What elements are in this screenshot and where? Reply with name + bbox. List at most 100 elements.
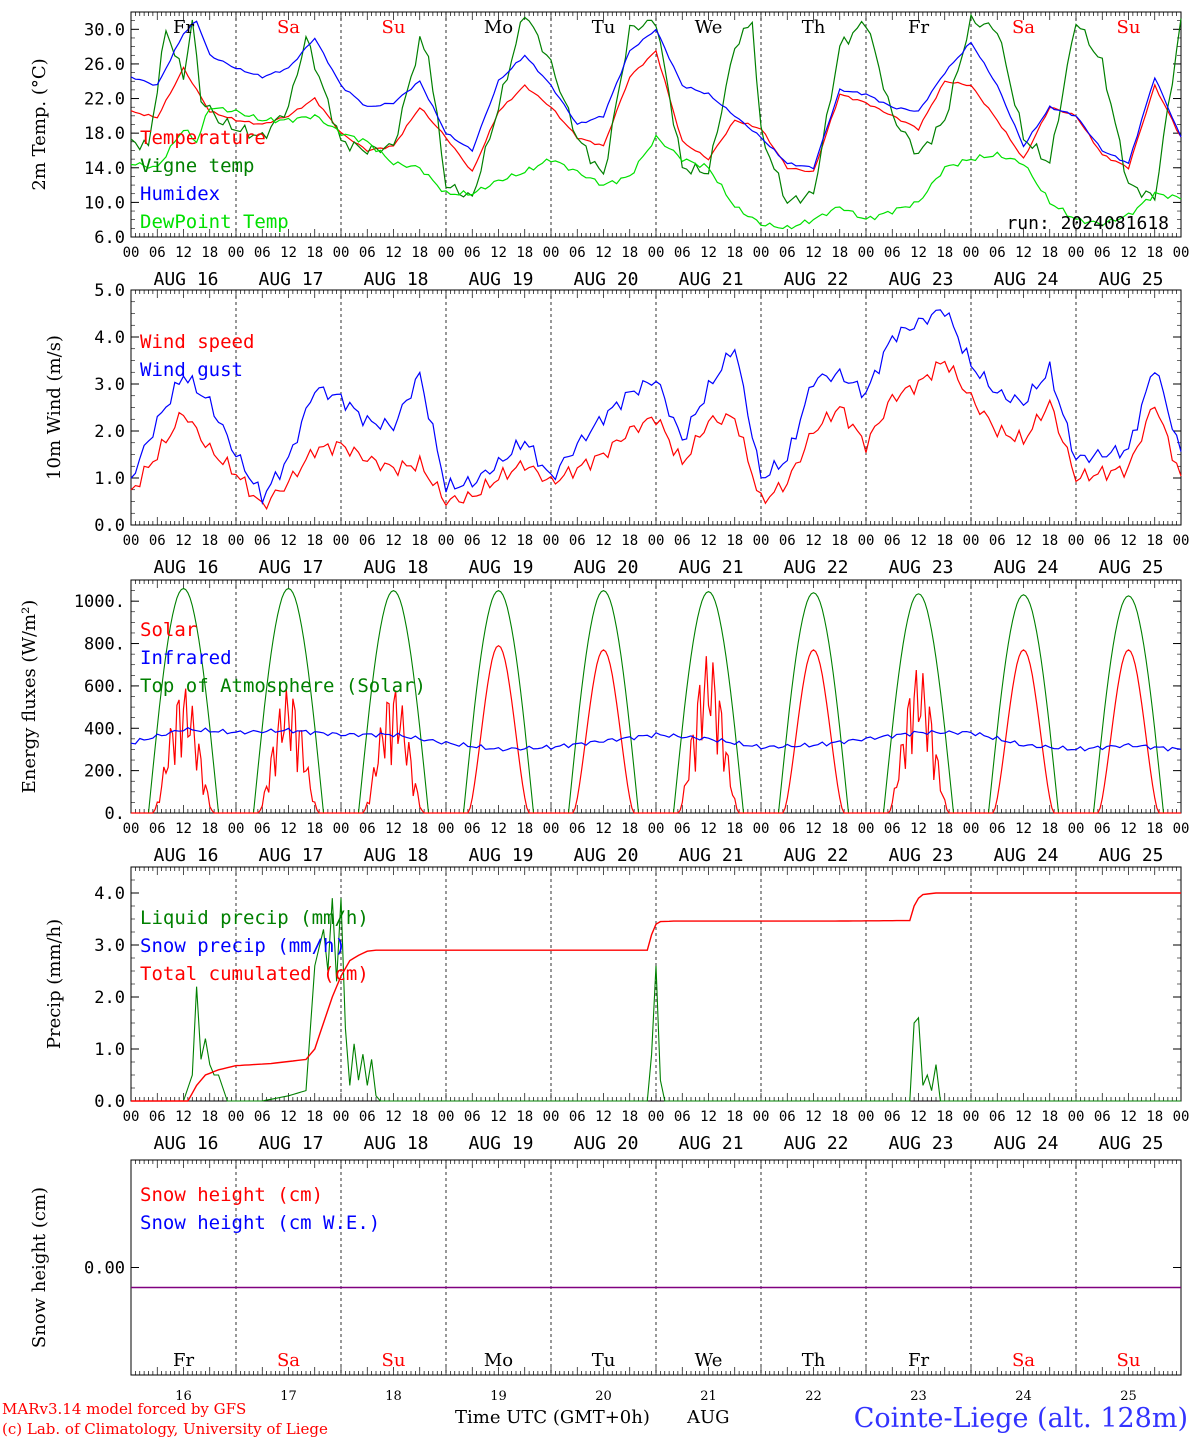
hour-tick-label: 18 [936, 1109, 953, 1125]
panel-1: 6.0 10.0 14.0 18.0 22.0 26.0 30.0 2m Temp. (°C)… [29, 11, 1189, 290]
hour-tick-label: 18 [621, 821, 638, 837]
weekday-top-label: Su [1117, 17, 1141, 38]
hour-tick-label: 18 [201, 533, 218, 549]
day-label: AUG 24 [994, 1133, 1059, 1154]
hour-tick-label: 18 [726, 1109, 743, 1125]
run-label: run: 2024081618 [1006, 213, 1169, 234]
day-label: AUG 17 [259, 269, 324, 290]
weekday-bottom-label: Fr [173, 1350, 194, 1371]
hour-tick-label: 18 [936, 821, 953, 837]
day-label: AUG 18 [364, 845, 429, 866]
day-label: AUG 19 [469, 1133, 534, 1154]
hour-tick-label: 12 [490, 1109, 507, 1125]
series-dewpoint-temp [130, 106, 1182, 230]
hour-tick-label: 00 [438, 821, 455, 837]
panel-2: 0.0 1.0 2.0 3.0 4.0 5.0 10m Wind (m/s) 00 06 12 18… [44, 281, 1189, 578]
legend-entry: Wind speed [140, 331, 254, 353]
y-axis-label: 2m Temp. (°C) [29, 58, 50, 190]
y-tick-label: 1000. [74, 592, 125, 612]
hour-tick-label: 06 [884, 533, 901, 549]
hour-tick-label: 06 [674, 245, 691, 261]
hour-tick-label: 18 [621, 245, 638, 261]
hour-tick-label: 12 [700, 821, 717, 837]
hour-tick-label: 00 [963, 1109, 980, 1125]
day-label: AUG 24 [994, 557, 1059, 578]
hour-tick-label: 18 [1146, 1109, 1163, 1125]
hour-tick-label: 06 [464, 821, 481, 837]
hour-tick-label: 06 [254, 245, 271, 261]
hour-tick-label: 00 [543, 821, 560, 837]
hour-tick-label: 18 [1146, 821, 1163, 837]
weekday-bottom-label: Sa [1012, 1350, 1035, 1371]
weekday-top-label: Su [382, 17, 406, 38]
series-total-cumulated [131, 892, 1181, 1102]
hour-tick-label: 00 [333, 245, 350, 261]
weekday-top-label: Tu [592, 17, 616, 38]
hour-tick-label: 12 [490, 533, 507, 549]
hour-tick-label: 06 [779, 245, 796, 261]
hour-tick-label: 06 [464, 533, 481, 549]
day-label: AUG 19 [469, 845, 534, 866]
hour-tick-label: 06 [779, 821, 796, 837]
legend-entry: Vigne temp [140, 155, 254, 177]
hour-tick-label: 18 [726, 821, 743, 837]
hour-tick-label: 06 [149, 1109, 166, 1125]
day-label: AUG 20 [574, 1133, 639, 1154]
y-tick-label: 4.0 [94, 884, 125, 904]
hour-tick-label: 06 [359, 533, 376, 549]
hour-tick-label: 00 [753, 533, 770, 549]
weekday-top-label: Fr [908, 17, 929, 38]
weekday-top-label: Fr [173, 17, 194, 38]
hour-tick-label: 18 [306, 821, 323, 837]
series-liquid-precip [131, 898, 1181, 1102]
hour-tick-label: 00 [123, 245, 140, 261]
hour-tick-label: 12 [700, 1109, 717, 1125]
hour-tick-label: 06 [674, 533, 691, 549]
day-number-label: 17 [280, 1389, 297, 1404]
hour-tick-label: 18 [1041, 821, 1058, 837]
hour-tick-label: 18 [516, 821, 533, 837]
day-label: AUG 22 [784, 1133, 849, 1154]
hour-tick-label: 06 [1094, 1109, 1111, 1125]
weekday-bottom-label: Th [802, 1350, 826, 1371]
day-label: AUG 19 [469, 269, 534, 290]
hour-tick-label: 00 [438, 245, 455, 261]
day-label: AUG 23 [889, 269, 954, 290]
hour-tick-label: 00 [963, 821, 980, 837]
hour-tick-label: 06 [779, 533, 796, 549]
hour-tick-label: 12 [910, 533, 927, 549]
y-tick-label: 4.0 [94, 328, 125, 348]
y-tick-label: 26.0 [84, 55, 125, 75]
hour-tick-label: 06 [989, 821, 1006, 837]
series-temperature [130, 49, 1182, 173]
hour-tick-label: 06 [569, 1109, 586, 1125]
hour-tick-label: 00 [1068, 821, 1085, 837]
hour-tick-label: 00 [753, 245, 770, 261]
day-number-label: 23 [910, 1389, 927, 1404]
y-tick-label: 400. [84, 719, 125, 739]
hour-tick-label: 06 [989, 245, 1006, 261]
hour-tick-label: 00 [123, 821, 140, 837]
day-label: AUG 16 [154, 845, 219, 866]
hour-tick-label: 18 [726, 533, 743, 549]
day-number-label: 24 [1015, 1389, 1032, 1404]
hour-tick-label: 12 [490, 821, 507, 837]
day-label: AUG 20 [574, 269, 639, 290]
y-tick-label: 5.0 [94, 281, 125, 301]
hour-tick-label: 12 [175, 245, 192, 261]
day-label: AUG 18 [364, 269, 429, 290]
day-number-label: 16 [175, 1389, 192, 1404]
y-axis-label: 10m Wind (m/s) [44, 335, 65, 480]
day-label: AUG 22 [784, 845, 849, 866]
hour-tick-label: 06 [149, 821, 166, 837]
hour-tick-label: 12 [175, 533, 192, 549]
hour-tick-label: 12 [910, 245, 927, 261]
hour-tick-label: 12 [1015, 1109, 1032, 1125]
hour-tick-label: 18 [831, 245, 848, 261]
series-infrared [130, 727, 1182, 752]
footer: MARv3.14 model forced by GFS (c) Lab. of… [2, 1400, 1188, 1438]
hour-tick-label: 12 [595, 245, 612, 261]
day-label: AUG 20 [574, 845, 639, 866]
y-tick-label: 3.0 [94, 375, 125, 395]
hour-tick-label: 06 [779, 1109, 796, 1125]
